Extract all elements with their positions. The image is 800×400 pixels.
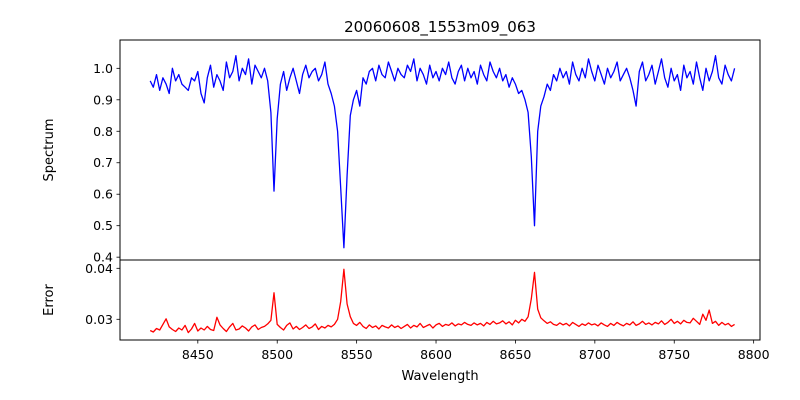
ytick-label: 0.8	[93, 124, 113, 139]
spectrum-series-line	[149, 55, 736, 249]
xtick-label: 8600	[420, 347, 452, 362]
ytick-label: 0.9	[93, 92, 113, 107]
error-ylabel: Error	[42, 284, 57, 316]
ytick-label: 0.4	[93, 250, 113, 265]
ytick-label: 1.0	[93, 61, 113, 76]
ytick-label: 0.03	[85, 312, 113, 327]
xtick-label: 8550	[341, 347, 373, 362]
xlabel: Wavelength	[401, 369, 478, 384]
xtick-label: 8800	[738, 347, 770, 362]
xtick-label: 8750	[658, 347, 690, 362]
error-series-line	[149, 268, 735, 334]
xtick-label: 8700	[579, 347, 611, 362]
ytick-label: 0.6	[93, 187, 113, 202]
xtick-label: 8650	[500, 347, 532, 362]
xtick-label: 8500	[261, 347, 293, 362]
ytick-label: 0.7	[93, 155, 113, 170]
chart-title: 20060608_1553m09_063	[344, 18, 536, 37]
ytick-label: 0.5	[93, 218, 113, 233]
ytick-label: 0.04	[85, 261, 113, 276]
xtick-label: 8450	[182, 347, 214, 362]
spectrum-ylabel: Spectrum	[42, 119, 57, 182]
axes-frame-1	[119, 259, 761, 341]
